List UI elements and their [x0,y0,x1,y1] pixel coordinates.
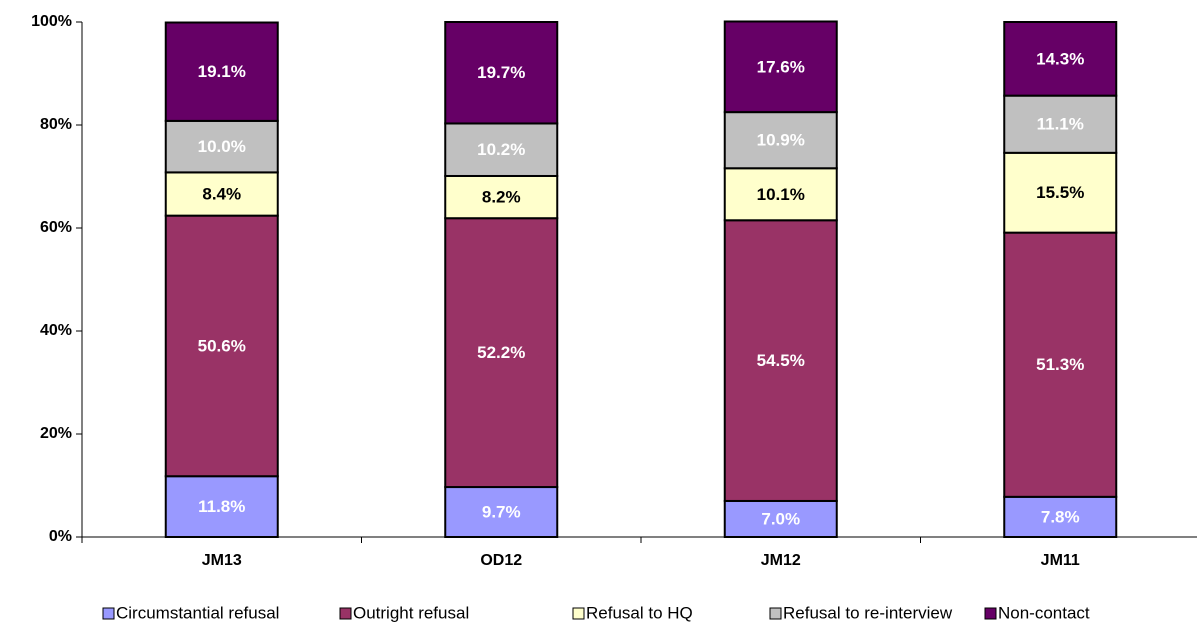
bar-segment [1003,495,1118,538]
legend-label: Circumstantial refusal [116,603,279,622]
bar-segment [444,486,559,539]
value-label: 52.2% [477,343,525,362]
legend-label: Refusal to HQ [586,603,693,622]
bar-segment [723,499,838,539]
bar-segment [1003,151,1118,234]
bar-segment [1003,231,1118,498]
value-label: 7.8% [1041,507,1080,526]
bar-segment [1003,21,1118,97]
bar-segment [723,20,838,114]
value-label: 17.6% [757,57,805,76]
legend-swatch [102,607,115,620]
bar-segment [723,219,838,502]
value-label: 14.3% [1036,49,1084,68]
value-label: 10.2% [477,140,525,159]
legend-label: Non-contact [998,603,1090,622]
value-label: 19.7% [477,63,525,82]
value-label: 8.4% [202,184,241,203]
value-label: 51.3% [1036,355,1084,374]
x-tick-label: JM13 [202,552,242,569]
bar-segment [164,475,279,539]
value-label: 54.5% [757,351,805,370]
value-label: 11.1% [1037,115,1084,134]
x-tick-label: JM12 [761,552,801,569]
value-label: 7.0% [761,509,800,528]
bar-segment [1003,94,1118,154]
y-tick-label: 100% [31,13,72,30]
legend-swatch [339,607,352,620]
bar-segment [444,174,559,220]
value-label: 19.1% [198,62,246,81]
value-label: 8.2% [482,188,521,207]
value-label: 11.8% [198,497,245,516]
y-tick-label: 0% [49,528,72,545]
value-label: 10.0% [198,137,246,156]
legend-label: Refusal to re-interview [783,603,953,622]
x-tick-label: OD12 [480,552,522,569]
value-label: 9.7% [482,503,521,522]
legend-swatch [984,607,997,620]
legend-swatch [572,607,585,620]
legend-swatch [769,607,782,620]
value-label: 10.1% [757,185,805,204]
value-label: 15.5% [1036,183,1084,202]
x-tick-label: JM11 [1041,552,1080,569]
y-tick-label: 60% [40,219,72,236]
bar-segment [444,217,559,489]
legend-label: Outright refusal [353,603,469,622]
bar-segment [164,21,279,122]
value-label: 50.6% [198,336,246,355]
y-tick-label: 40% [40,322,72,339]
value-label: 10.9% [757,131,805,150]
y-tick-label: 80% [40,116,72,133]
bar-segment [723,167,838,222]
bar-segment [444,21,559,125]
bar-segment [723,111,838,170]
y-tick-label: 20% [40,425,72,442]
